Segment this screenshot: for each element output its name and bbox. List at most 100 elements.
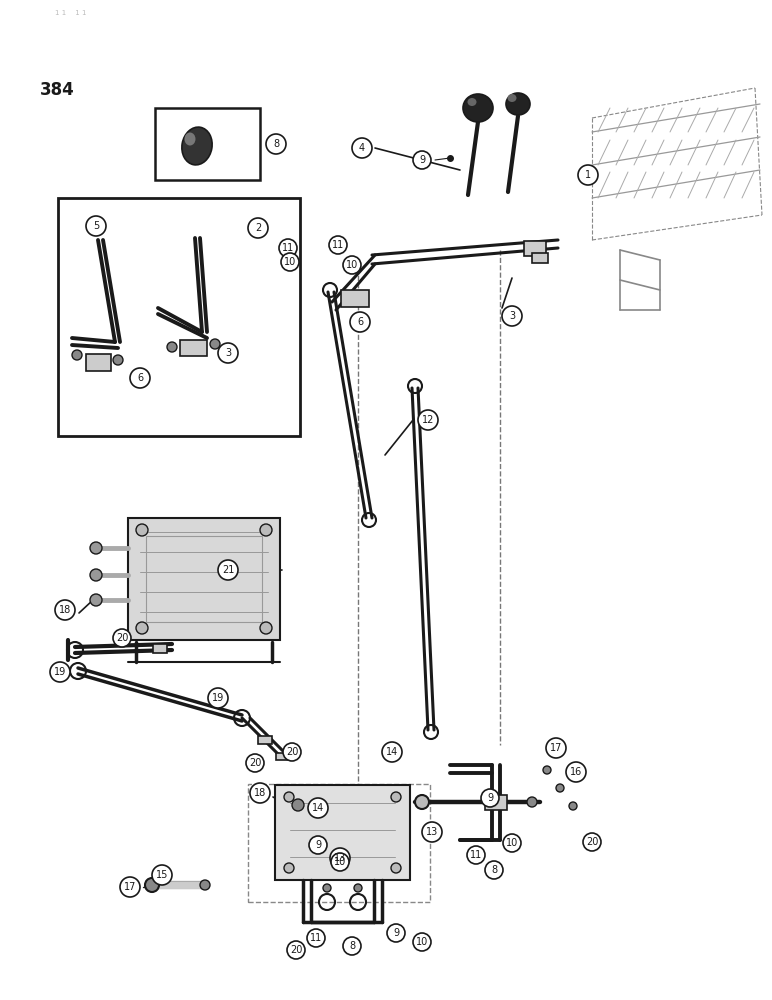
Circle shape: [578, 165, 598, 185]
Text: 10: 10: [416, 937, 428, 947]
Circle shape: [485, 861, 503, 879]
Circle shape: [248, 218, 268, 238]
Text: 20: 20: [586, 837, 598, 847]
Ellipse shape: [507, 94, 516, 102]
Text: 8: 8: [273, 139, 279, 149]
Circle shape: [266, 134, 286, 154]
Circle shape: [145, 878, 159, 892]
Text: 20: 20: [249, 758, 261, 768]
Circle shape: [467, 846, 485, 864]
Circle shape: [218, 343, 238, 363]
Circle shape: [113, 355, 123, 365]
Text: 10: 10: [284, 257, 296, 267]
Circle shape: [136, 524, 148, 536]
Circle shape: [308, 798, 328, 818]
Circle shape: [287, 941, 305, 959]
Circle shape: [343, 937, 361, 955]
Circle shape: [387, 924, 405, 942]
Text: 20: 20: [286, 747, 298, 757]
Text: 13: 13: [426, 827, 438, 837]
Circle shape: [391, 863, 401, 873]
Text: 13: 13: [334, 853, 346, 863]
Bar: [86, 354, 110, 370]
Text: 9: 9: [315, 840, 321, 850]
Text: 6: 6: [357, 317, 363, 327]
Ellipse shape: [506, 93, 530, 115]
Circle shape: [569, 802, 577, 810]
Bar: [276, 752, 288, 760]
Ellipse shape: [468, 98, 476, 106]
Bar: [485, 794, 507, 810]
Text: 17: 17: [550, 743, 562, 753]
Circle shape: [55, 600, 75, 620]
Text: 4: 4: [359, 143, 365, 153]
Text: 9: 9: [487, 793, 493, 803]
Circle shape: [503, 834, 521, 852]
Text: 10: 10: [506, 838, 518, 848]
Text: 17: 17: [124, 882, 136, 892]
Ellipse shape: [463, 94, 493, 122]
Circle shape: [90, 569, 102, 581]
Text: 9: 9: [419, 155, 425, 165]
Circle shape: [413, 151, 431, 169]
Circle shape: [208, 688, 228, 708]
Circle shape: [331, 853, 349, 871]
Circle shape: [120, 877, 140, 897]
Circle shape: [279, 239, 297, 257]
Circle shape: [307, 929, 325, 947]
Circle shape: [556, 784, 564, 792]
Circle shape: [352, 138, 372, 158]
Circle shape: [284, 863, 294, 873]
Circle shape: [566, 762, 586, 782]
Circle shape: [418, 410, 438, 430]
Circle shape: [350, 312, 370, 332]
Ellipse shape: [182, 127, 212, 165]
Circle shape: [382, 742, 402, 762]
Circle shape: [113, 629, 131, 647]
Text: 10: 10: [346, 260, 358, 270]
Circle shape: [583, 833, 601, 851]
Circle shape: [329, 236, 347, 254]
Circle shape: [218, 560, 238, 580]
Bar: [180, 340, 206, 356]
Circle shape: [502, 306, 522, 326]
Circle shape: [292, 799, 304, 811]
Circle shape: [527, 797, 537, 807]
Circle shape: [309, 836, 327, 854]
Circle shape: [152, 865, 172, 885]
Text: 1 1    1 1: 1 1 1 1: [55, 10, 86, 16]
Circle shape: [391, 792, 401, 802]
Circle shape: [86, 216, 106, 236]
Text: 1: 1: [585, 170, 591, 180]
Circle shape: [422, 822, 442, 842]
Text: 18: 18: [59, 605, 71, 615]
Bar: [128, 518, 280, 640]
Text: 2: 2: [255, 223, 261, 233]
Circle shape: [50, 662, 70, 682]
Circle shape: [246, 754, 264, 772]
Circle shape: [260, 524, 272, 536]
Circle shape: [415, 795, 429, 809]
Circle shape: [543, 766, 551, 774]
Circle shape: [130, 368, 150, 388]
Ellipse shape: [185, 132, 195, 145]
Bar: [155, 108, 260, 180]
Bar: [248, 784, 430, 902]
Bar: [258, 736, 272, 744]
Text: 5: 5: [93, 221, 99, 231]
Text: 11: 11: [470, 850, 482, 860]
Text: 20: 20: [290, 945, 302, 955]
Text: 14: 14: [312, 803, 324, 813]
Circle shape: [90, 542, 102, 554]
Bar: [153, 644, 167, 652]
Circle shape: [136, 622, 148, 634]
Text: 3: 3: [509, 311, 515, 321]
Circle shape: [284, 792, 294, 802]
Circle shape: [167, 342, 177, 352]
Circle shape: [72, 350, 82, 360]
Circle shape: [210, 339, 220, 349]
Circle shape: [283, 743, 301, 761]
Circle shape: [343, 256, 361, 274]
Text: 18: 18: [254, 788, 266, 798]
Bar: [532, 253, 548, 263]
